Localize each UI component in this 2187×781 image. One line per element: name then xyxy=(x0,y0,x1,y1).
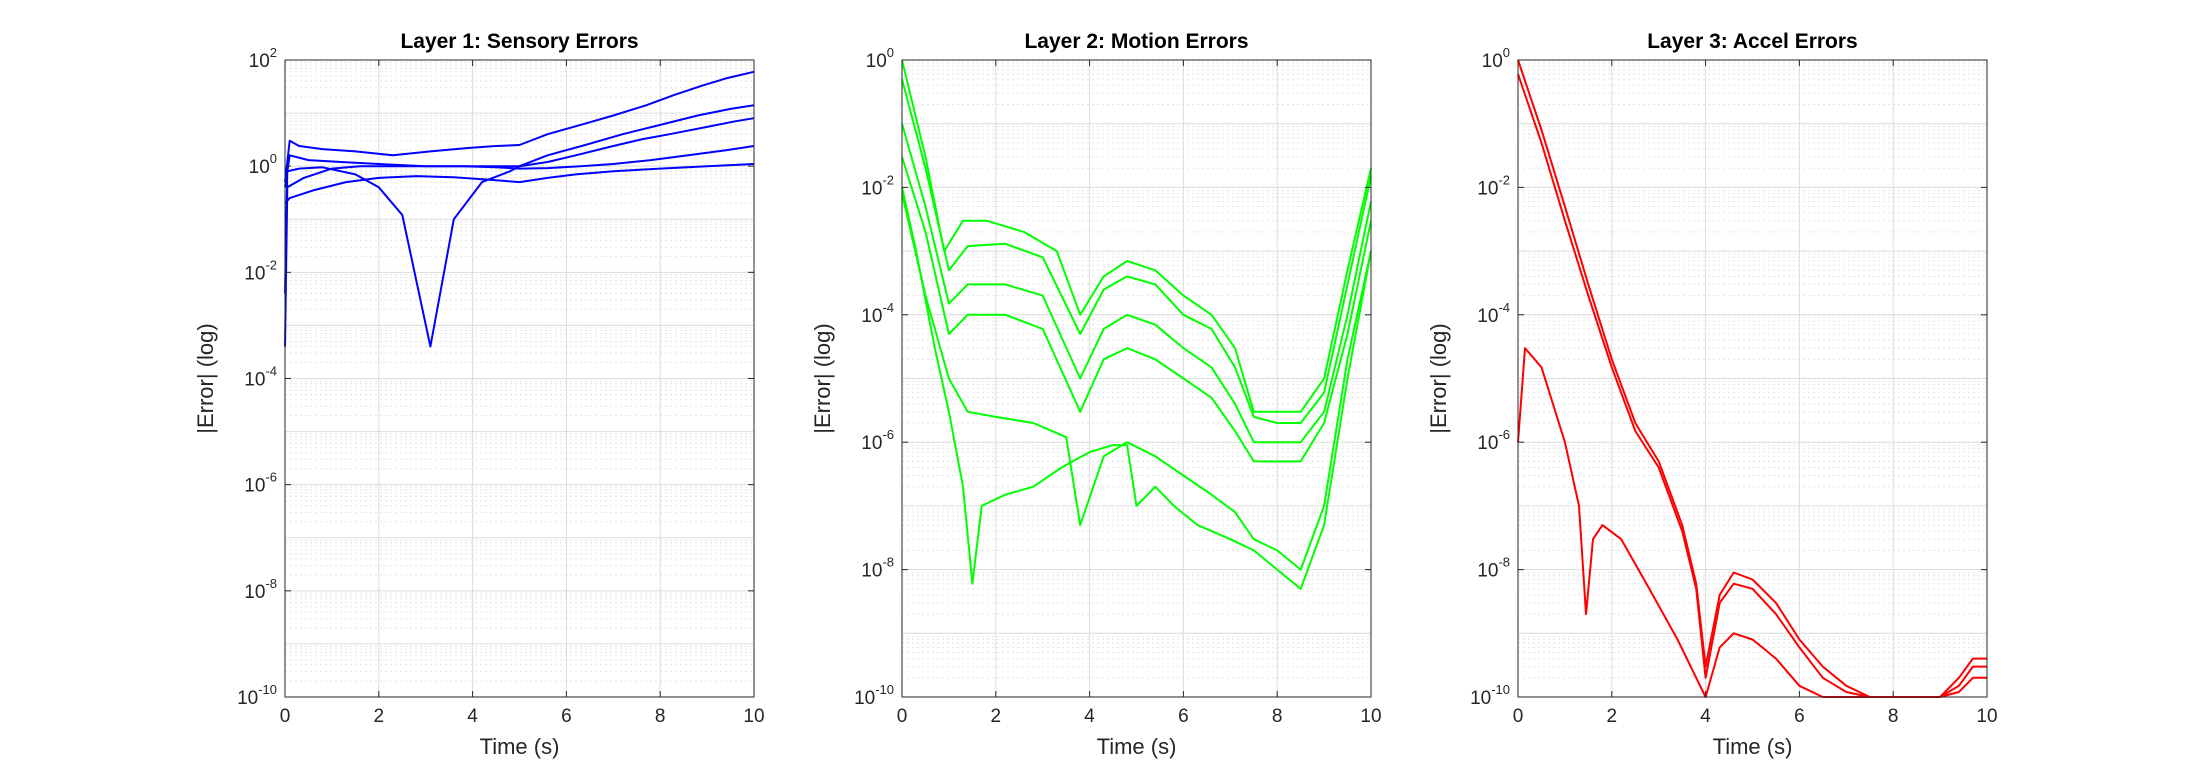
x-tick-label: 10 xyxy=(1976,706,1997,727)
x-tick-label: 2 xyxy=(374,706,385,727)
x-tick-label: 4 xyxy=(1084,706,1095,727)
axes-box xyxy=(901,59,1372,698)
x-axis-label: Time (s) xyxy=(1713,734,1793,759)
chart-title: Layer 3: Accel Errors xyxy=(1647,30,1858,53)
x-tick-label: 10 xyxy=(1360,706,1381,727)
chart-panel-1: 0 2 4 6 8 10 10-10 10-8 10-6 10-4 10-2 100 102 Layer … xyxy=(193,30,765,759)
y-tick-label: 10-10 xyxy=(237,682,277,709)
x-tick-label: 6 xyxy=(1794,706,1805,727)
y-tick-label: 10-2 xyxy=(1477,172,1510,199)
chart-panel-2: 0 2 4 6 8 10 10-10 10-8 10-6 10-4 10-2 100 Layer 2: … xyxy=(810,30,1382,759)
y-tick-label: 10-6 xyxy=(1477,427,1510,454)
y-tick-label: 100 xyxy=(866,45,894,72)
x-tick-label: 0 xyxy=(1513,706,1524,727)
y-tick-label: 10-4 xyxy=(1477,300,1510,327)
series-line-4 xyxy=(901,156,1372,463)
series-line-5 xyxy=(901,193,1372,571)
series-line-2 xyxy=(901,78,1372,424)
series-group xyxy=(284,70,755,348)
x-tick-label: 6 xyxy=(561,706,572,727)
x-tick-label: 4 xyxy=(467,706,478,727)
series-line-3 xyxy=(284,117,755,348)
series-group xyxy=(901,59,1372,590)
y-tick-label: 10-8 xyxy=(244,576,277,603)
y-tick-label: 10-6 xyxy=(244,470,277,497)
grid xyxy=(285,59,754,698)
axes-box xyxy=(1517,59,1988,698)
series-line-1 xyxy=(901,59,1372,413)
x-axis-label: Time (s) xyxy=(480,734,560,759)
series-line-5 xyxy=(284,163,755,204)
y-tick-label: 10-4 xyxy=(861,300,894,327)
y-tick-label: 10-4 xyxy=(244,364,277,391)
x-tick-label: 4 xyxy=(1700,706,1711,727)
x-tick-label: 2 xyxy=(991,706,1002,727)
series-line-3 xyxy=(901,123,1372,444)
y-tick-label: 10-10 xyxy=(854,682,894,709)
chart-panel-3: 0 2 4 6 8 10 10-10 10-8 10-6 10-4 10-2 100 Layer 3: … xyxy=(1426,30,1998,759)
y-tick-label: 100 xyxy=(249,151,277,178)
chart-title: Layer 2: Motion Errors xyxy=(1024,30,1248,53)
x-tick-label: 2 xyxy=(1607,706,1618,727)
y-axis-label: |Error| (log) xyxy=(810,323,835,433)
x-axis-label: Time (s) xyxy=(1097,734,1177,759)
y-tick-label: 100 xyxy=(1482,45,1510,72)
y-tick-label: 10-6 xyxy=(861,427,894,454)
chart-title: Layer 1: Sensory Errors xyxy=(400,30,638,53)
x-tick-label: 8 xyxy=(1888,706,1899,727)
series-line-4 xyxy=(284,145,755,347)
y-axis-label: |Error| (log) xyxy=(193,323,218,433)
x-tick-label: 8 xyxy=(1272,706,1283,727)
y-tick-label: 10-8 xyxy=(1477,555,1510,582)
x-tick-label: 10 xyxy=(743,706,764,727)
grid xyxy=(902,59,1371,698)
y-tick-label: 10-10 xyxy=(1470,682,1510,709)
series-line-1 xyxy=(284,70,755,183)
y-tick-label: 10-8 xyxy=(861,555,894,582)
x-tick-label: 6 xyxy=(1178,706,1189,727)
series-line-6 xyxy=(901,187,1372,590)
y-tick-label: 10-2 xyxy=(244,257,277,284)
grid xyxy=(1518,59,1987,698)
y-tick-label: 102 xyxy=(249,45,277,72)
x-tick-label: 8 xyxy=(655,706,666,727)
y-axis-label: |Error| (log) xyxy=(1426,323,1451,433)
x-tick-label: 0 xyxy=(280,706,291,727)
y-tick-label: 10-2 xyxy=(861,172,894,199)
x-tick-label: 0 xyxy=(897,706,908,727)
